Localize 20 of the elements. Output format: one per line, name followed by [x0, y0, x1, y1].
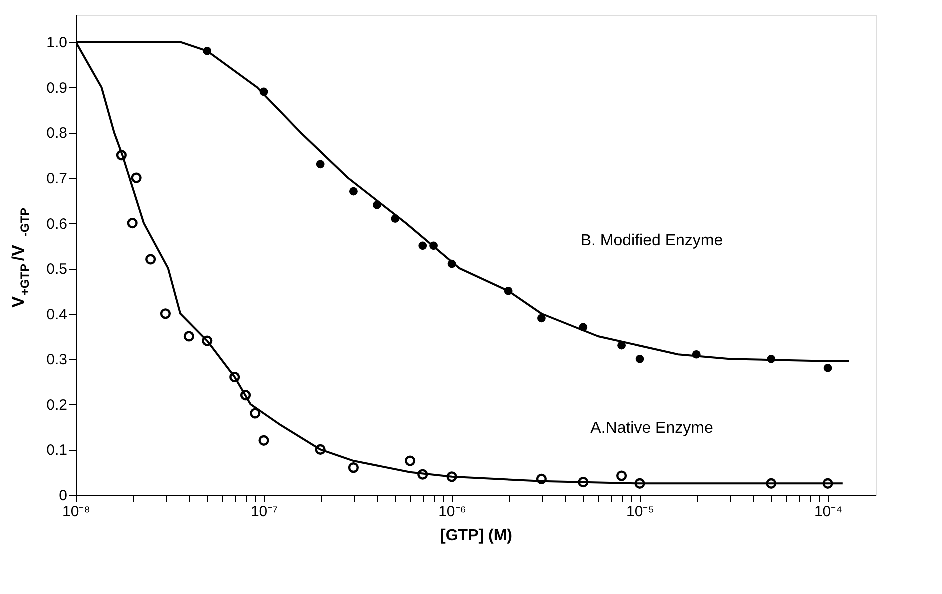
y-tick-label: 0.9 — [46, 80, 68, 97]
x-axis-title: [GTP] (M) — [440, 528, 512, 544]
annotation: B. Modified Enzyme — [580, 232, 724, 250]
y-tick-label: 0.5 — [46, 261, 68, 278]
x-tick-label: 10⁻⁷ — [250, 504, 278, 520]
y-tick-label: 0.7 — [46, 170, 68, 188]
x-tick-label: 10⁻⁵ — [626, 504, 654, 520]
y-tick-label: 0.6 — [46, 216, 68, 233]
y-tick-label: 0.1 — [46, 442, 68, 460]
annotation: A.Native Enzyme — [590, 420, 714, 437]
y-tick-label: 0.2 — [46, 396, 68, 414]
y-tick-label: 1.0 — [46, 34, 68, 52]
y-tick-label: 0.3 — [46, 352, 68, 369]
y-tick-label: 0.4 — [46, 306, 68, 324]
y-axis-title: V+GTP/V-GTP — [9, 208, 32, 308]
y-tick-label: 0 — [59, 488, 68, 504]
x-tick-label: 10⁻⁸ — [62, 504, 91, 520]
y-tick-label: 0.8 — [46, 125, 68, 142]
x-tick-label: 10⁻⁴ — [814, 504, 843, 520]
x-tick-label: 10⁻⁶ — [438, 504, 466, 520]
